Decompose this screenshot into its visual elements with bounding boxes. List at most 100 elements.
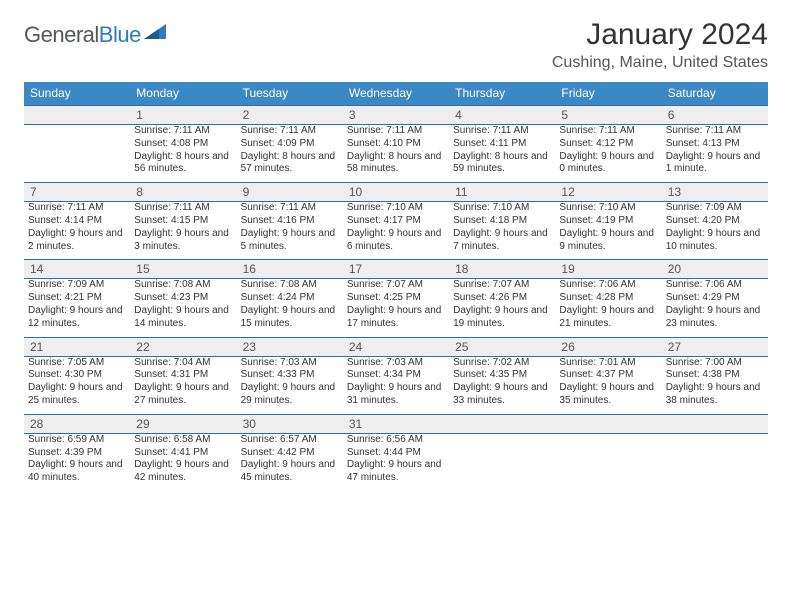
daylight-text: Daylight: 9 hours and 7 minutes. [453,228,551,254]
sunset-text: Sunset: 4:11 PM [453,138,551,151]
day-header: Tuesday [237,82,343,105]
daylight-text: Daylight: 9 hours and 3 minutes. [134,228,232,254]
daylight-text: Daylight: 9 hours and 27 minutes. [134,382,232,408]
day-cell: Sunrise: 7:11 AMSunset: 4:08 PMDaylight:… [130,125,236,182]
sunset-text: Sunset: 4:08 PM [134,138,232,151]
sunset-text: Sunset: 4:18 PM [453,215,551,228]
sunset-text: Sunset: 4:35 PM [453,369,551,382]
day-number: 18 [449,260,555,278]
sunrise-text: Sunrise: 7:11 AM [241,125,339,138]
sunset-text: Sunset: 4:33 PM [241,369,339,382]
day-cell: Sunrise: 7:11 AMSunset: 4:15 PMDaylight:… [130,202,236,259]
day-number: 23 [237,338,343,356]
day-cell: Sunrise: 7:11 AMSunset: 4:10 PMDaylight:… [343,125,449,182]
sunrise-text: Sunrise: 7:10 AM [453,202,551,215]
sunrise-text: Sunrise: 7:03 AM [241,357,339,370]
sunrise-text: Sunrise: 7:11 AM [453,125,551,138]
sunset-text: Sunset: 4:38 PM [666,369,764,382]
day-cell: Sunrise: 7:11 AMSunset: 4:12 PMDaylight:… [555,125,661,182]
day-number: 7 [24,183,130,201]
daylight-text: Daylight: 9 hours and 14 minutes. [134,305,232,331]
brand-part2: Blue [99,22,141,47]
daylight-text: Daylight: 8 hours and 58 minutes. [347,151,445,177]
day-number: 14 [24,260,130,278]
daylight-text: Daylight: 9 hours and 35 minutes. [559,382,657,408]
sunset-text: Sunset: 4:29 PM [666,292,764,305]
sunrise-text: Sunrise: 7:00 AM [666,357,764,370]
day-header: Wednesday [343,82,449,105]
day-header: Friday [555,82,661,105]
day-cell: Sunrise: 7:09 AMSunset: 4:21 PMDaylight:… [24,279,130,336]
day-number: 28 [24,415,130,433]
sunrise-text: Sunrise: 6:57 AM [241,434,339,447]
day-number: 17 [343,260,449,278]
day-number: 29 [130,415,236,433]
sunrise-text: Sunrise: 7:11 AM [559,125,657,138]
daylight-text: Daylight: 9 hours and 40 minutes. [28,459,126,485]
day-number: 1 [130,106,236,124]
sunset-text: Sunset: 4:28 PM [559,292,657,305]
daylight-text: Daylight: 9 hours and 19 minutes. [453,305,551,331]
sunrise-text: Sunrise: 7:06 AM [559,279,657,292]
daylight-text: Daylight: 9 hours and 42 minutes. [134,459,232,485]
daylight-text: Daylight: 9 hours and 25 minutes. [28,382,126,408]
day-cell: Sunrise: 6:58 AMSunset: 4:41 PMDaylight:… [130,434,236,491]
day-number: 10 [343,183,449,201]
daylight-text: Daylight: 9 hours and 33 minutes. [453,382,551,408]
day-number: 15 [130,260,236,278]
day-number: 6 [662,106,768,124]
daylight-text: Daylight: 9 hours and 1 minute. [666,151,764,177]
month-title: January 2024 [552,18,768,52]
daylight-text: Daylight: 9 hours and 2 minutes. [28,228,126,254]
calendar-page: GeneralBlue January 2024 Cushing, Maine,… [0,0,792,491]
daylight-text: Daylight: 9 hours and 12 minutes. [28,305,126,331]
day-cell: Sunrise: 7:06 AMSunset: 4:29 PMDaylight:… [662,279,768,336]
day-cell: Sunrise: 7:04 AMSunset: 4:31 PMDaylight:… [130,357,236,414]
calendar-grid: SundayMondayTuesdayWednesdayThursdayFrid… [24,82,768,491]
day-cell [449,434,555,491]
day-number: 19 [555,260,661,278]
day-cell: Sunrise: 7:08 AMSunset: 4:23 PMDaylight:… [130,279,236,336]
daylight-text: Daylight: 9 hours and 23 minutes. [666,305,764,331]
sunrise-text: Sunrise: 7:10 AM [347,202,445,215]
day-cell: Sunrise: 7:07 AMSunset: 4:25 PMDaylight:… [343,279,449,336]
sunset-text: Sunset: 4:14 PM [28,215,126,228]
day-header: Sunday [24,82,130,105]
sunrise-text: Sunrise: 7:08 AM [134,279,232,292]
day-cell: Sunrise: 7:10 AMSunset: 4:17 PMDaylight:… [343,202,449,259]
day-number: 26 [555,338,661,356]
day-number: 25 [449,338,555,356]
day-cell: Sunrise: 7:03 AMSunset: 4:33 PMDaylight:… [237,357,343,414]
week-row: Sunrise: 6:59 AMSunset: 4:39 PMDaylight:… [24,434,768,491]
sunset-text: Sunset: 4:42 PM [241,447,339,460]
sunrise-text: Sunrise: 7:03 AM [347,357,445,370]
day-header: Saturday [662,82,768,105]
daylight-text: Daylight: 9 hours and 38 minutes. [666,382,764,408]
day-cell: Sunrise: 7:11 AMSunset: 4:16 PMDaylight:… [237,202,343,259]
day-cell: Sunrise: 7:08 AMSunset: 4:24 PMDaylight:… [237,279,343,336]
day-cell: Sunrise: 6:56 AMSunset: 4:44 PMDaylight:… [343,434,449,491]
day-cell: Sunrise: 6:59 AMSunset: 4:39 PMDaylight:… [24,434,130,491]
sunset-text: Sunset: 4:23 PM [134,292,232,305]
weeks-container: 123456Sunrise: 7:11 AMSunset: 4:08 PMDay… [24,105,768,491]
week-row: Sunrise: 7:05 AMSunset: 4:30 PMDaylight:… [24,357,768,414]
sunrise-text: Sunrise: 7:01 AM [559,357,657,370]
daylight-text: Daylight: 9 hours and 17 minutes. [347,305,445,331]
day-number: 13 [662,183,768,201]
daylight-text: Daylight: 8 hours and 57 minutes. [241,151,339,177]
sunrise-text: Sunrise: 7:07 AM [347,279,445,292]
daynum-strip: 21222324252627 [24,337,768,357]
sunset-text: Sunset: 4:31 PM [134,369,232,382]
daylight-text: Daylight: 9 hours and 0 minutes. [559,151,657,177]
sunrise-text: Sunrise: 7:11 AM [347,125,445,138]
day-number: 31 [343,415,449,433]
daylight-text: Daylight: 9 hours and 47 minutes. [347,459,445,485]
day-cell: Sunrise: 7:01 AMSunset: 4:37 PMDaylight:… [555,357,661,414]
sunrise-text: Sunrise: 6:56 AM [347,434,445,447]
day-cell: Sunrise: 7:02 AMSunset: 4:35 PMDaylight:… [449,357,555,414]
sunset-text: Sunset: 4:34 PM [347,369,445,382]
sunset-text: Sunset: 4:44 PM [347,447,445,460]
sunset-text: Sunset: 4:39 PM [28,447,126,460]
sunset-text: Sunset: 4:09 PM [241,138,339,151]
daynum-strip: 123456 [24,105,768,125]
